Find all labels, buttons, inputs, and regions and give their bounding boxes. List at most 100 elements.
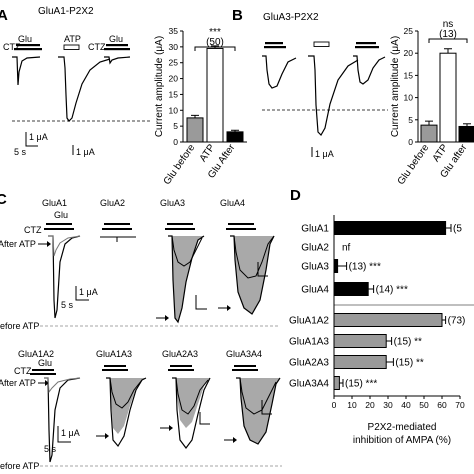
a-bar-ctz2	[104, 48, 130, 51]
d-annotation-3: (14) ***	[376, 285, 408, 296]
A-bar-ytick-label-7: 35	[169, 26, 179, 36]
d-xtick-label-1: 10	[347, 400, 357, 410]
d-bar-5	[333, 334, 387, 348]
b-trace-glu-after	[353, 55, 386, 85]
a-bar-atp	[63, 44, 80, 50]
d-category-2: GluA3	[301, 262, 329, 273]
c-title-glua3a4: GluA3A4	[226, 349, 262, 359]
b-trace-glu-before	[262, 55, 297, 89]
a-scale-amp2: 1 μA	[76, 147, 95, 157]
panel-a-letter: A	[0, 7, 8, 24]
d-bar-4	[333, 313, 443, 327]
B-bar-ytick-label-3: 15	[404, 70, 414, 80]
c-bar-r2c-glu	[170, 365, 192, 367]
B-bar-significance: ns	[443, 19, 454, 30]
c-label-glu2: Glu	[38, 358, 52, 368]
c-title-glua4: GluA4	[220, 198, 245, 208]
c-arrowhead-glua3	[165, 315, 169, 321]
c-after-arrowhead	[47, 241, 51, 247]
d-bar-0	[333, 221, 447, 235]
A-bar-ytick-label-2: 10	[169, 105, 179, 115]
a-label-glu: Glu	[18, 34, 32, 44]
d-xtick-label-5: 50	[419, 400, 429, 410]
d-annotation-5: (15) **	[394, 337, 422, 348]
B-bar-sig-bracket	[428, 38, 468, 43]
a-bar-ctz	[14, 48, 42, 51]
c-scale-time: 5 s	[61, 300, 74, 310]
c-trace-glua1a2-after	[44, 377, 81, 394]
c-after-arrowhead2	[45, 380, 49, 386]
A-bar-n: (50)	[206, 37, 224, 48]
c-title-glua2: GluA2	[100, 198, 125, 208]
A-bar-sig-bracket	[194, 46, 236, 51]
c-bar-r2d-glu	[234, 365, 256, 367]
B-bar-xlabel-0: Glu before	[396, 142, 432, 187]
c-before-atp2: Before ATP	[0, 461, 39, 471]
panel-d: D	[290, 187, 301, 204]
c-trace-glua3-before	[168, 235, 205, 324]
c-trace-glua4-after	[233, 235, 275, 279]
B-bar-bar-0	[420, 124, 438, 143]
d-category-3: GluA4	[301, 285, 329, 296]
a-scale-amp: 1 μA	[29, 132, 48, 142]
c-title-glua1a3: GluA1A3	[96, 349, 132, 359]
b-bar-glu	[265, 42, 283, 45]
c-scalebar-glua3	[195, 295, 207, 310]
B-bar-ytick-label-5: 25	[404, 26, 414, 36]
c-arrowhead-glua1a3	[105, 433, 109, 439]
c-after-atp2: After ATP	[0, 378, 36, 388]
a-label-ctz: CTZ	[3, 42, 21, 52]
A-bar-significance: ***	[209, 27, 221, 38]
d-bar-6	[333, 355, 387, 369]
panel-a: A GluA1-P2X2 Glu CTZ ATP Glu CTZ 1 μA 5 …	[0, 6, 150, 157]
A-bar-bar-1	[206, 47, 224, 143]
a-bar-glu2	[106, 44, 128, 47]
c-bar-r2b-glu	[104, 365, 126, 367]
c-bar-r2c-ctz	[168, 369, 194, 371]
d-xlabel-line1: P2X2-mediated	[368, 422, 437, 433]
c-scalebar-row1	[75, 286, 89, 301]
c-fill-glua2a3	[172, 378, 210, 428]
B-bar-ylabel: Current amplitude (μA)	[390, 36, 401, 137]
d-category-4: GluA1A2	[289, 316, 329, 327]
d-annotation-1: nf	[342, 243, 351, 254]
A-bar-ytick-label-5: 25	[169, 58, 179, 68]
B-bar-ytick-label-1: 5	[408, 115, 413, 125]
d-bar-3	[333, 282, 369, 296]
panel-c-letter: C	[0, 191, 7, 208]
d-xtick-label-4: 40	[401, 400, 411, 410]
c-trace-glua4-before	[230, 235, 275, 315]
A-bar-ytick-label-4: 20	[169, 74, 179, 84]
d-annotation-4: (73)	[448, 316, 466, 327]
c-title-glua3: GluA3	[160, 198, 185, 208]
panel-b: B GluA3-P2X2 1 μA	[232, 7, 388, 159]
c-bar-r1d-glu	[228, 223, 254, 225]
d-annotation-0: (5	[453, 224, 462, 235]
c-after-atp: After ATP	[0, 239, 36, 249]
d-annotation-6: (15) **	[395, 358, 423, 369]
a-trace-glu-after	[104, 56, 131, 65]
b-bar-atp	[313, 41, 330, 47]
c-scale-amp: 1 μA	[79, 287, 98, 297]
B-bar-bar-2	[458, 125, 474, 143]
c-trace-glua1-after	[48, 235, 81, 257]
b-bar-glu2	[356, 42, 376, 45]
c-bar-r2-glu	[32, 369, 54, 371]
c-bar-r1b-glu	[104, 223, 130, 225]
d-category-0: GluA1	[301, 224, 329, 235]
c-arrowhead-glua4	[227, 305, 231, 311]
a-label-ctz2: CTZ	[88, 42, 106, 52]
c-bar-r1-ctz	[44, 228, 74, 230]
c-trace-glua1	[48, 235, 81, 319]
c-trace-glua3a4-after	[239, 377, 277, 415]
c-title-glua1a2: GluA1A2	[18, 349, 54, 359]
c-bar-r2d-ctz	[232, 369, 258, 371]
A-bar-ytick-label-0: 0	[173, 137, 178, 147]
c-title-glua1: GluA1	[42, 198, 67, 208]
d-annotation-2: (13) ***	[349, 262, 381, 273]
c-bar-r1c-glu	[167, 223, 193, 225]
panel-a-title: GluA1-P2X2	[38, 6, 94, 17]
c-arrowhead-glua3a4	[233, 437, 237, 443]
c-bar-r1b-ctz	[102, 228, 132, 230]
c-trace-glua3a4-before	[236, 377, 281, 445]
